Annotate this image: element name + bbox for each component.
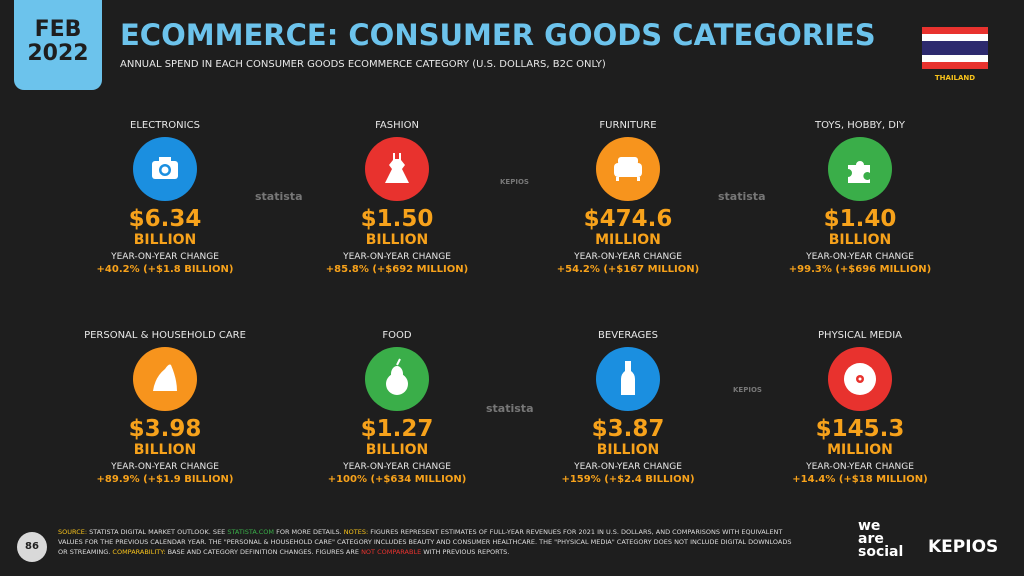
footnotes: SOURCE: STATISTA DIGITAL MARKET OUTLOOK.… [58,527,798,557]
badge-month: FEB [34,17,82,42]
country: THAILAND [934,74,976,82]
yoy-change: +100% (+$634 MILLION) [327,474,467,485]
yoy-label: YEAR-ON-YEAR CHANGE [111,252,219,262]
spend-value: $474.6 [583,206,673,232]
footnote-segment: COMPARABILITY: [112,548,166,556]
yoy-label: YEAR-ON-YEAR CHANGE [574,462,682,472]
category-card: ELECTRONICS $6.34 BILLION YEAR-ON-YEAR CHAN… [50,120,280,275]
yoy-change: +85.8% (+$692 MILLION) [325,264,469,275]
category-name: TOYS, HOBBY, DIY [814,120,906,131]
spend-value: $1.27 [360,416,434,442]
category-card: FURNITURE $474.6 MILLION YEAR-ON-YEAR CHANG… [513,120,743,275]
watermark: statista [486,402,534,415]
spend-unit: BILLION [133,232,197,248]
category-icon [596,137,660,201]
flag [922,27,988,69]
category-icon [596,347,660,411]
yoy-label: YEAR-ON-YEAR CHANGE [806,462,914,472]
category-name: FASHION [375,120,419,131]
subtitle: ANNUAL SPEND IN EACH CONSUMER GOODS ECOM… [120,59,606,70]
category-icon [828,347,892,411]
category-name: PERSONAL & HOUSEHOLD CARE [84,330,246,341]
logo-kepios: KEPIOS [928,537,999,557]
watermark: KEPIOS [733,386,762,394]
footnote-segment: FOR MORE DETAILS. [274,528,344,536]
category-card: TOYS, HOBBY, DIY $1.40 BILLION YEAR-ON-YEAR… [745,120,975,275]
watermark: statista [718,190,766,203]
category-icon [133,347,197,411]
category-card: PHYSICAL MEDIA $145.3 MILLION YEAR-ON-YEAR … [745,330,975,485]
yoy-change: +159% (+$2.4 BILLION) [561,474,695,485]
spend-unit: BILLION [365,442,429,458]
category-name: ELECTRONICS [130,120,200,131]
yoy-change: +54.2% (+$167 MILLION) [556,264,700,275]
yoy-label: YEAR-ON-YEAR CHANGE [574,252,682,262]
logo-word: are [858,531,884,547]
footnote-segment: SOURCE: [58,528,88,536]
category-name: BEVERAGES [598,330,658,341]
category-name: PHYSICAL MEDIA [818,330,902,341]
spend-unit: BILLION [828,232,892,248]
spend-unit: BILLION [365,232,429,248]
footnote-segment: NOT COMPARABLE [361,548,422,556]
spend-value: $6.34 [128,206,202,232]
badge-year: 2022 [27,41,89,66]
category-name: FURNITURE [599,120,657,131]
watermark: statista [255,190,303,203]
logo-word: social [858,544,904,560]
date-badge: FEB 2022 [14,0,102,90]
spend-unit: MILLION [827,442,893,458]
spend-value: $145.3 [815,416,905,442]
yoy-change: +14.4% (+$18 MILLION) [792,474,928,485]
category-icon [133,137,197,201]
spend-unit: MILLION [595,232,661,248]
footnote-segment: FIGURES REPRESENT ESTIMATES OF FULL-YEAR… [58,528,792,556]
page-number: 86 [17,532,47,562]
logo-word: we [858,518,881,534]
spend-unit: BILLION [596,442,660,458]
spend-value: $3.87 [591,416,665,442]
spend-value: $3.98 [128,416,202,442]
category-card: FASHION $1.50 BILLION YEAR-ON-YEAR CHANGE +8… [282,120,512,275]
footnote-segment: NOTES: [343,528,369,536]
yoy-change: +99.3% (+$696 MILLION) [788,264,932,275]
footnote-segment: STATISTA.COM [227,528,275,536]
category-icon [828,137,892,201]
category-icon [365,137,429,201]
footnote-segment: WITH PREVIOUS REPORTS. [421,548,510,556]
category-card: BEVERAGES $3.87 BILLION YEAR-ON-YEAR CHANGE… [513,330,743,485]
spend-unit: BILLION [133,442,197,458]
spend-value: $1.50 [360,206,434,232]
yoy-label: YEAR-ON-YEAR CHANGE [806,252,914,262]
yoy-change: +89.9% (+$1.9 BILLION) [96,474,234,485]
category-name: FOOD [382,330,412,341]
category-card: FOOD $1.27 BILLION YEAR-ON-YEAR CHANGE +100%… [282,330,512,485]
footnote-segment: BASE AND CATEGORY DEFINITION CHANGES. FI… [165,548,362,556]
category-card: PERSONAL & HOUSEHOLD CARE $3.98 BILLION YEA… [50,330,280,485]
category-icon [365,347,429,411]
footnote-segment: STATISTA DIGITAL MARKET OUTLOOK. SEE [87,528,228,536]
yoy-label: YEAR-ON-YEAR CHANGE [111,462,219,472]
logo-we-are-social: we are social [858,518,904,560]
yoy-label: YEAR-ON-YEAR CHANGE [343,252,451,262]
watermark: KEPIOS [500,178,529,186]
title: ECOMMERCE: CONSUMER GOODS CATEGORIES [120,18,876,52]
yoy-label: YEAR-ON-YEAR CHANGE [343,462,451,472]
yoy-change: +40.2% (+$1.8 BILLION) [96,264,234,275]
spend-value: $1.40 [823,206,897,232]
